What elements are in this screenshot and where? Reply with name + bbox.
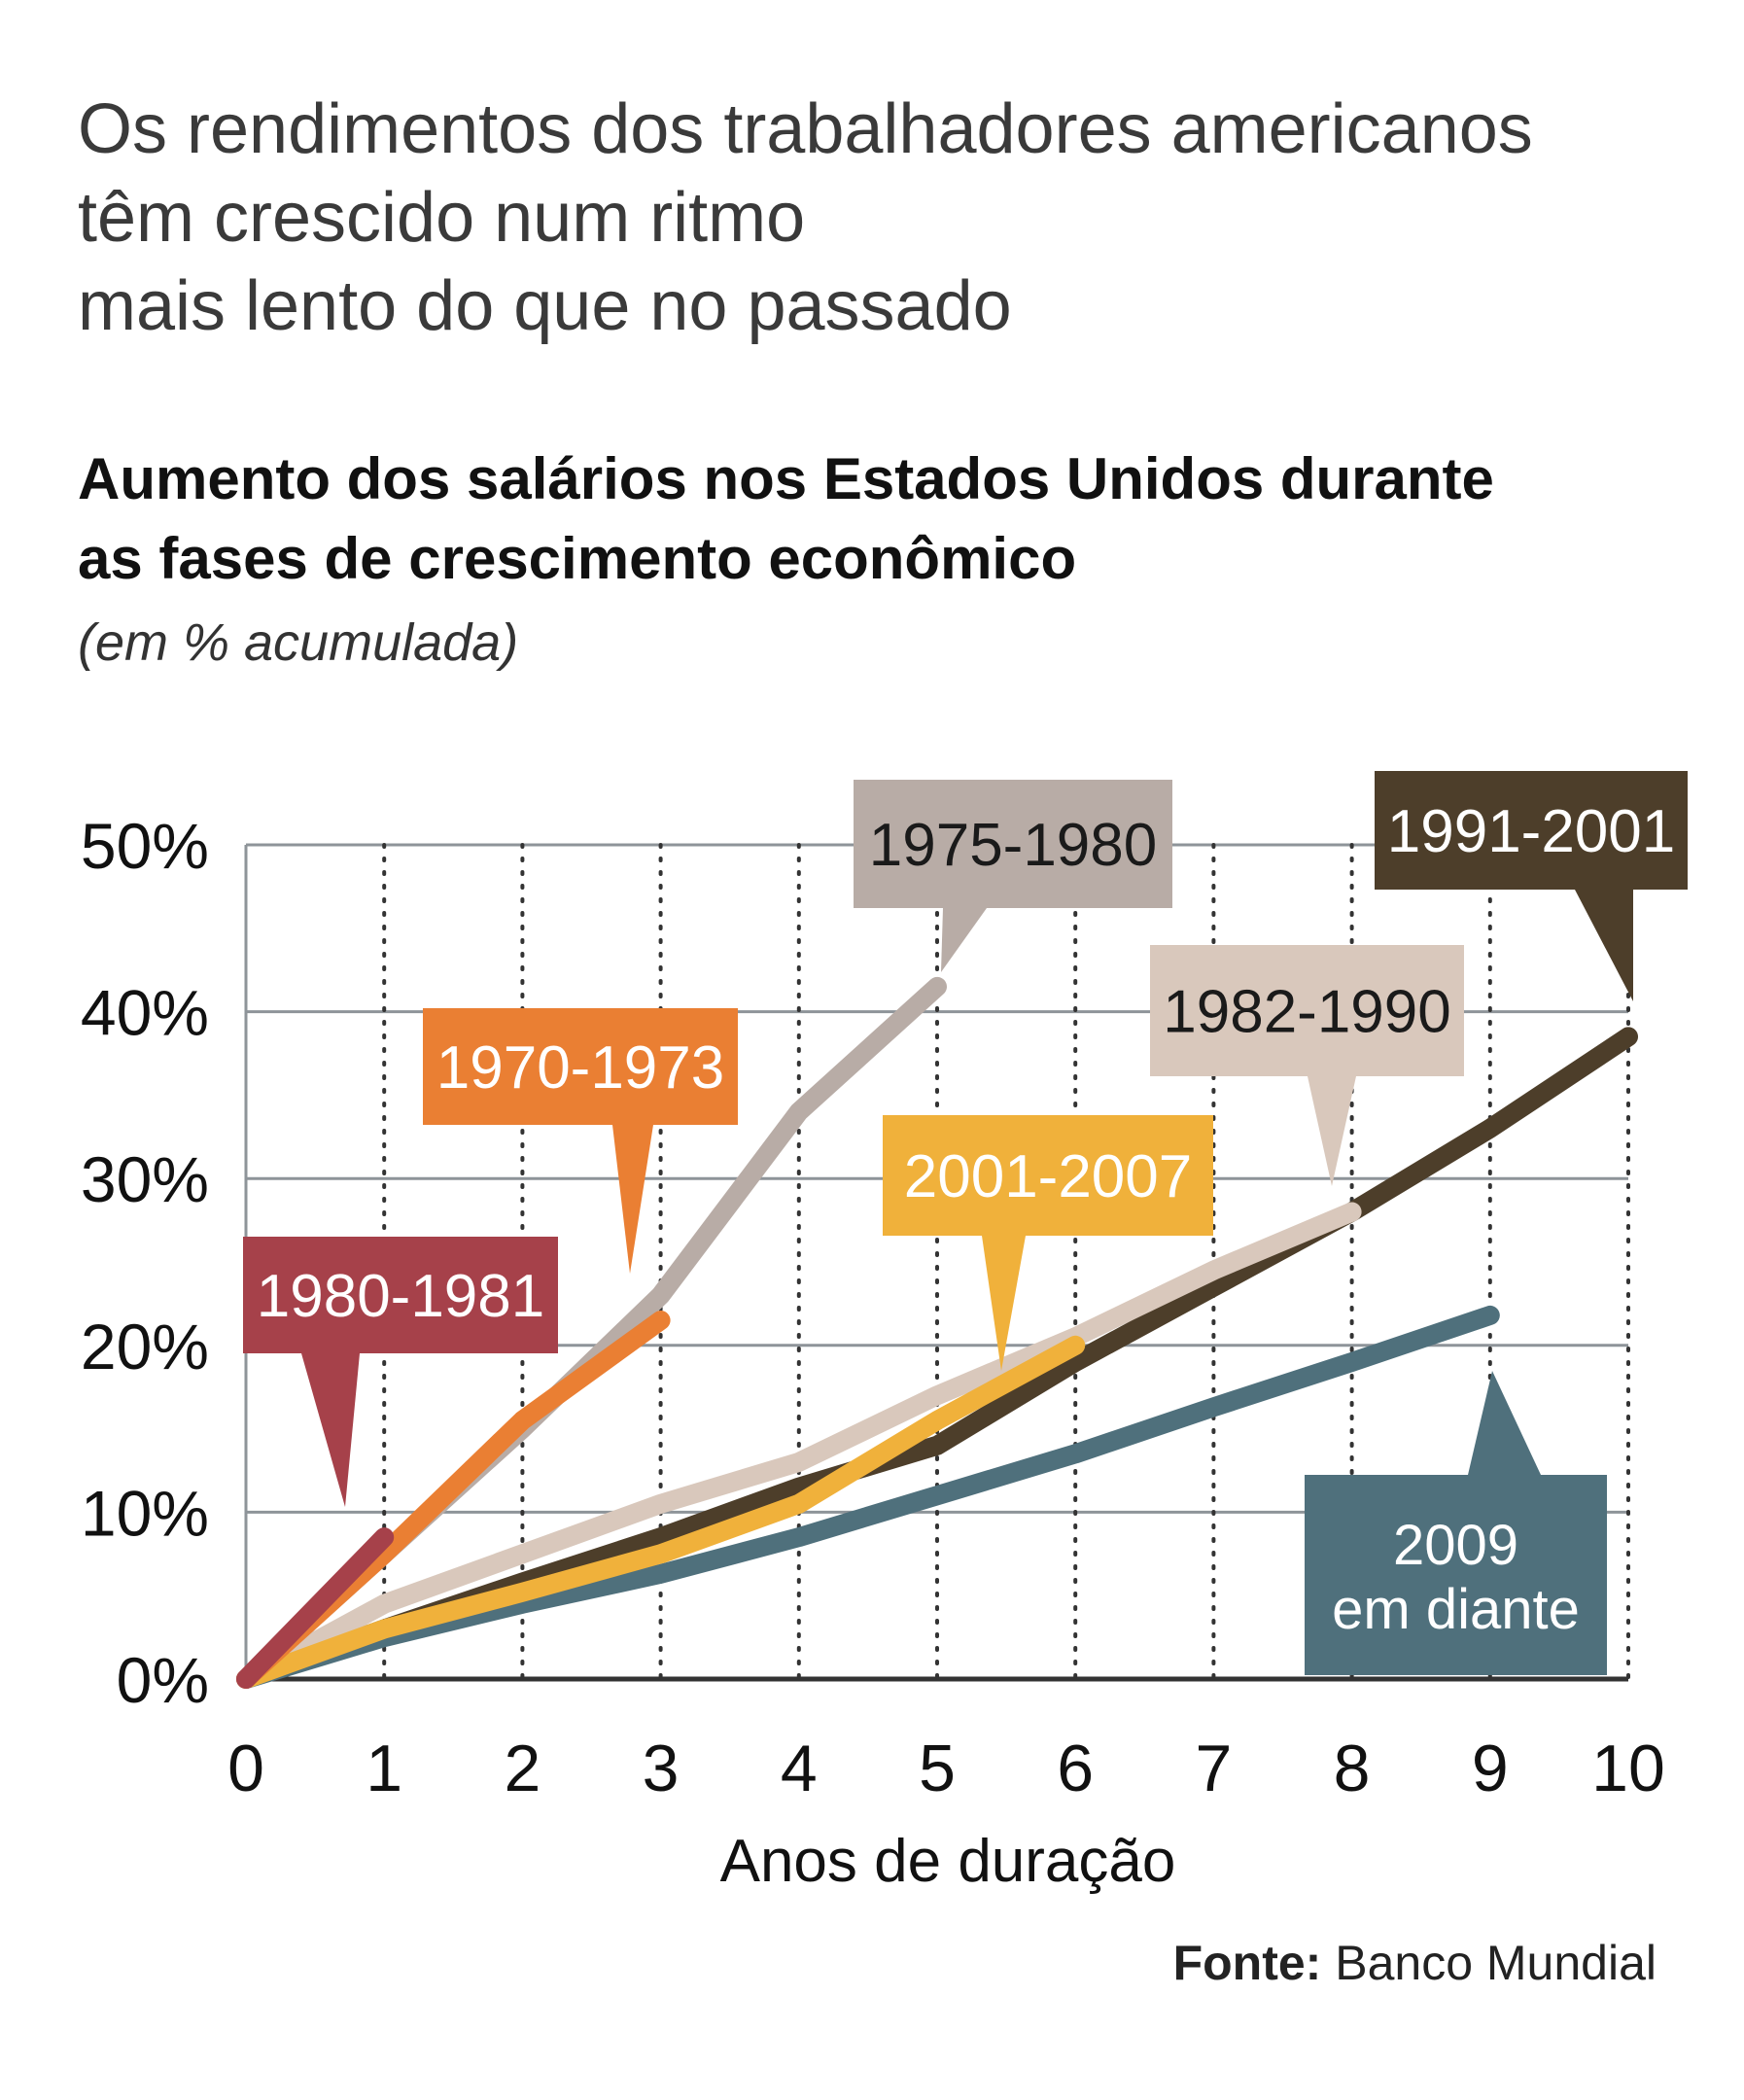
x-tick-label: 2	[504, 1732, 541, 1805]
x-tick-label: 5	[919, 1732, 956, 1805]
callout-1975-1980: 1975-1980	[854, 780, 1172, 972]
callout-label: 1982-1990	[1163, 979, 1451, 1046]
y-tick-label: 40%	[81, 977, 209, 1049]
callout-pointer	[941, 908, 987, 972]
x-tick-label: 0	[227, 1732, 264, 1805]
series-line-1980-1981	[236, 1527, 395, 1689]
callout-label: 1970-1973	[436, 1034, 725, 1102]
callout-2001-2007: 2001-2007	[883, 1115, 1213, 1371]
callout-box	[1150, 945, 1464, 1076]
y-tick-label: 50%	[81, 810, 209, 882]
y-tick-label: 0%	[117, 1644, 209, 1716]
headline: Os rendimentos dos trabalhadores america…	[78, 86, 1672, 351]
series-line-2001-2007	[236, 1335, 1086, 1689]
x-tick-label: 6	[1057, 1732, 1094, 1805]
callout-label: 1980-1981	[257, 1263, 545, 1330]
callout-pointer	[1308, 1076, 1356, 1186]
callout-box	[1375, 771, 1688, 890]
callout-pointer	[1468, 1371, 1541, 1475]
chart-title: Aumento dos salários nos Estados Unidos …	[78, 439, 1692, 599]
x-tick-label: 8	[1334, 1732, 1371, 1805]
chart-lines	[236, 976, 1638, 1689]
source-note: Fonte: Banco Mundial	[1173, 1935, 1657, 1991]
callout-pointer	[982, 1236, 1026, 1371]
callout-label: 2009	[1393, 1514, 1518, 1577]
callout-1991-2001: 1991-2001	[1375, 771, 1688, 1001]
callout-pointer	[301, 1353, 360, 1507]
chart-title-line-1: Aumento dos salários nos Estados Unidos …	[78, 446, 1494, 511]
headline-line-1: Os rendimentos dos trabalhadores america…	[78, 90, 1533, 168]
chart-title-line-2: as fases de crescimento econômico	[78, 526, 1077, 591]
callout-box	[423, 1008, 738, 1125]
x-tick-label: 4	[781, 1732, 818, 1805]
callout-box	[243, 1237, 558, 1353]
chart-ticks: 0% 10% 20% 30% 40% 50% 0 1 2 3 4 5 6 7 8 9 10	[81, 810, 1665, 1805]
x-tick-label: 1	[366, 1732, 402, 1805]
callout-label: em diante	[1332, 1578, 1580, 1641]
y-tick-label: 30%	[81, 1143, 209, 1215]
callout-label: 1975-1980	[869, 812, 1158, 879]
series-line-1982-1990	[236, 1202, 1362, 1689]
callout-box	[854, 780, 1172, 908]
callout-label: 1991-2001	[1387, 798, 1676, 865]
unit-label: (em % acumulada)	[78, 613, 519, 672]
callout-pointer	[612, 1125, 653, 1274]
x-tick-label: 10	[1591, 1732, 1665, 1805]
source-label: Fonte:	[1172, 1936, 1322, 1990]
callout-1980-1981: 1980-1981	[243, 1237, 558, 1507]
callout-pointer	[1575, 890, 1633, 1001]
headline-line-3: mais lento do que no passado	[78, 267, 1012, 345]
y-tick-label: 20%	[81, 1311, 209, 1382]
callout-label: 2001-2007	[904, 1143, 1193, 1210]
x-tick-label: 7	[1195, 1732, 1232, 1805]
callout-box	[883, 1115, 1213, 1236]
x-tick-label: 9	[1472, 1732, 1509, 1805]
x-axis-label: Anos de duração	[720, 1828, 1176, 1895]
callout-1970-1973: 1970-1973	[423, 1008, 738, 1274]
source-value: Banco Mundial	[1335, 1936, 1657, 1990]
y-tick-label: 10%	[81, 1477, 209, 1549]
x-tick-label: 3	[643, 1732, 680, 1805]
callout-box	[1305, 1475, 1607, 1675]
headline-line-2: têm crescido num ritmo	[78, 179, 806, 257]
callout-1982-1990: 1982-1990	[1150, 945, 1464, 1186]
